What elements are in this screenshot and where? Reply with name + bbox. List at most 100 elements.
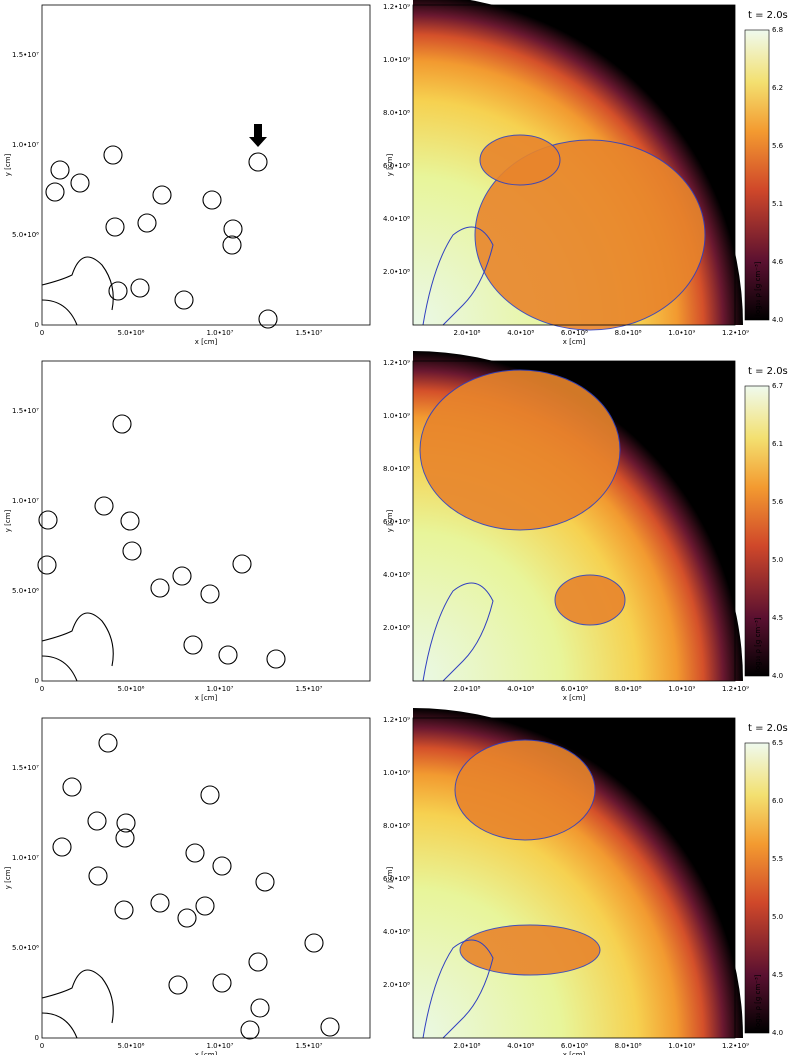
bubble-contour bbox=[172, 566, 192, 586]
x-tick-label: 1.0•10⁹ bbox=[668, 1042, 695, 1050]
y-tick-label: 5.0•10⁶ bbox=[12, 944, 39, 952]
bubble-contour bbox=[137, 213, 157, 233]
x-tick-label: 1.0•10⁷ bbox=[207, 1042, 234, 1050]
y-tick-label: 1.2•10⁹ bbox=[383, 359, 410, 367]
y-tick-label: 0 bbox=[35, 1034, 39, 1042]
plume bbox=[474, 139, 706, 331]
colorbar-tick-label: 5.0 bbox=[772, 556, 783, 564]
bubble-contour bbox=[115, 828, 135, 848]
bubble-contour bbox=[250, 998, 270, 1018]
x-tick-label: 1.5•10⁷ bbox=[296, 685, 323, 693]
y-tick-label: 4.0•10⁸ bbox=[383, 928, 410, 936]
y-tick-label: 4.0•10⁸ bbox=[383, 215, 410, 223]
colorbar-tick-label: 6.2 bbox=[772, 84, 783, 92]
colorbar-tick-label: 4.6 bbox=[772, 258, 784, 266]
colorbar-tick-label: 6.0 bbox=[772, 797, 783, 805]
bubble-contour bbox=[195, 896, 215, 916]
y-tick-label: 5.0•10⁶ bbox=[12, 231, 39, 239]
bubble-contour bbox=[202, 190, 222, 210]
bubble-contour bbox=[62, 777, 82, 797]
bubble-contour bbox=[255, 872, 275, 892]
bubble-contour bbox=[200, 785, 220, 805]
bubble-contour bbox=[122, 541, 142, 561]
x-tick-label: 1.0•10⁷ bbox=[207, 685, 234, 693]
colorbar bbox=[744, 29, 770, 321]
plume bbox=[459, 924, 601, 976]
bubble-contour bbox=[232, 554, 252, 574]
bubble-contour bbox=[258, 309, 278, 329]
y-tick-label: 0 bbox=[35, 677, 39, 685]
y-tick-label: 8.0•10⁸ bbox=[383, 109, 410, 117]
bubble-contour bbox=[103, 145, 123, 165]
colorbar-tick-label: 5.6 bbox=[772, 498, 784, 506]
x-axis-label: x [cm] bbox=[563, 1051, 586, 1055]
bubble-contour bbox=[114, 900, 134, 920]
bubble-contour bbox=[168, 975, 188, 995]
plume bbox=[554, 574, 626, 626]
bubble-contour bbox=[174, 290, 194, 310]
y-tick-label: 1.0•10⁷ bbox=[12, 854, 39, 862]
y-axis-label: y [cm] bbox=[4, 153, 12, 176]
contours bbox=[37, 414, 286, 682]
colorbar-tick-label: 6.7 bbox=[772, 382, 783, 390]
colorbar-tick-label: 5.1 bbox=[772, 200, 783, 208]
bubble-contour bbox=[52, 837, 72, 857]
y-tick-label: 2.0•10⁸ bbox=[383, 268, 410, 276]
bubble-contour bbox=[222, 235, 242, 255]
x-tick-label: 6.0•10⁸ bbox=[561, 1042, 588, 1050]
front-contour bbox=[41, 612, 114, 682]
x-axis-label: x [cm] bbox=[195, 694, 218, 702]
colorbar-tick-label: 4.0 bbox=[772, 1029, 783, 1037]
x-tick-label: 5.0•10⁶ bbox=[118, 1042, 145, 1050]
plume-contour bbox=[422, 582, 494, 682]
plot-frame bbox=[41, 717, 371, 1039]
colorbar-tick-label: 4.0 bbox=[772, 316, 783, 324]
bubble-contour bbox=[38, 510, 58, 530]
bubble-contour bbox=[212, 973, 232, 993]
bubble-contour bbox=[248, 152, 268, 172]
time-label: t = 2.0s bbox=[748, 10, 788, 21]
bubble-contour bbox=[248, 952, 268, 972]
x-tick-label: 5.0•10⁶ bbox=[118, 685, 145, 693]
bubble-contour bbox=[223, 219, 243, 239]
x-tick-label: 2.0•10⁸ bbox=[454, 329, 481, 337]
x-tick-label: 2.0•10⁸ bbox=[454, 685, 481, 693]
y-axis-label: y [cm] bbox=[386, 866, 394, 889]
plume bbox=[454, 739, 596, 841]
bubble-contour bbox=[304, 933, 324, 953]
time-label: t = 2.0s bbox=[748, 366, 788, 377]
bubble-contour bbox=[152, 185, 172, 205]
x-tick-label: 8.0•10⁸ bbox=[615, 685, 642, 693]
x-tick-label: 8.0•10⁸ bbox=[615, 1042, 642, 1050]
x-tick-label: 1.0•10⁷ bbox=[207, 329, 234, 337]
bubble-contour bbox=[50, 160, 70, 180]
x-tick-label: 8.0•10⁸ bbox=[615, 329, 642, 337]
plot-frame bbox=[412, 360, 736, 682]
bubble-contour bbox=[130, 278, 150, 298]
bubble-contour bbox=[183, 635, 203, 655]
colorbar-label: log₁₀ ρ [g cm⁻³] bbox=[754, 261, 762, 316]
x-tick-label: 0 bbox=[40, 1042, 44, 1050]
plot-frame bbox=[412, 4, 736, 326]
y-axis-label: y [cm] bbox=[386, 509, 394, 532]
x-tick-label: 1.2•10⁹ bbox=[722, 329, 749, 337]
x-axis-label: x [cm] bbox=[563, 694, 586, 702]
colorbar-label: log₁₀ ρ [g cm⁻³] bbox=[754, 974, 762, 1029]
bubble-contour bbox=[212, 856, 232, 876]
bubble-contour bbox=[200, 584, 220, 604]
bubble-contour bbox=[98, 733, 118, 753]
bubble-contour bbox=[185, 843, 205, 863]
plot-frame bbox=[41, 360, 371, 682]
bubble-contour bbox=[320, 1017, 340, 1037]
y-tick-label: 2.0•10⁸ bbox=[383, 981, 410, 989]
colorbar-tick-label: 4.0 bbox=[772, 672, 783, 680]
colorbar-tick-label: 5.0 bbox=[772, 913, 783, 921]
colorbar-tick-label: 5.6 bbox=[772, 142, 784, 150]
bubble-contour bbox=[150, 893, 170, 913]
bubble-contour bbox=[87, 811, 107, 831]
y-tick-label: 1.0•10⁷ bbox=[12, 141, 39, 149]
plume-contour bbox=[422, 939, 494, 1039]
x-axis-label: x [cm] bbox=[195, 1051, 218, 1055]
x-tick-label: 6.0•10⁸ bbox=[561, 329, 588, 337]
